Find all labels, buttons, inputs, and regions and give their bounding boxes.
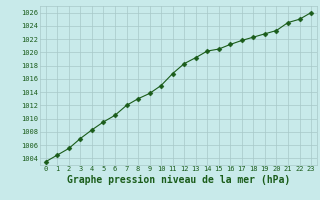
X-axis label: Graphe pression niveau de la mer (hPa): Graphe pression niveau de la mer (hPa) (67, 175, 290, 185)
